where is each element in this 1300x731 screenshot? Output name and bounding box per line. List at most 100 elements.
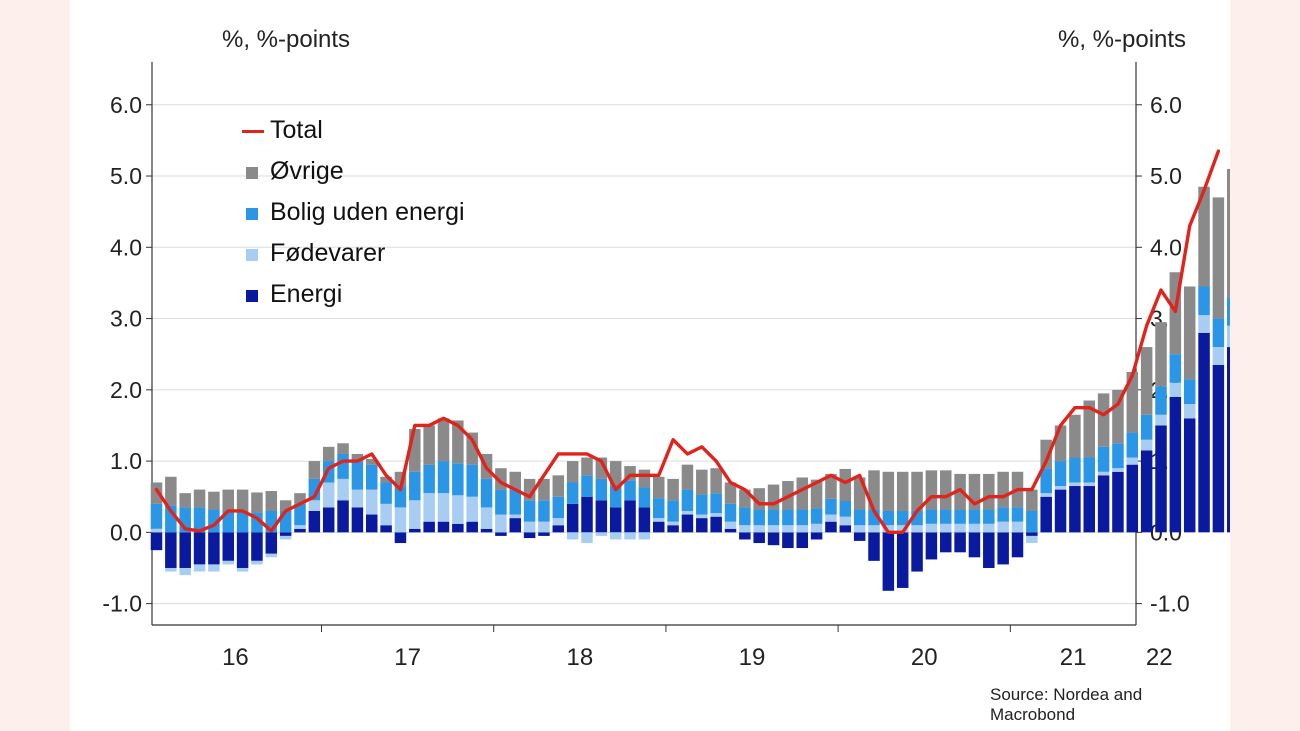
bar-f-devarer-61 — [1026, 535, 1038, 544]
bar-f-devarer-32 — [609, 532, 622, 540]
bar-energi-40 — [724, 528, 737, 533]
bar--vrige-57 — [968, 473, 981, 510]
bar-f-devarer-21 — [452, 495, 464, 524]
bar-f-devarer-1 — [165, 567, 177, 572]
legend-label-bolig: Bolig uden energi — [270, 198, 465, 226]
bar-f-devarer-60 — [1011, 521, 1024, 533]
bar--vrige-41 — [739, 489, 751, 508]
y-tick-label-left: 2.0 — [110, 377, 142, 403]
bar-energi-32 — [609, 507, 622, 533]
y-axis-unit-right: %, %-points — [1058, 26, 1187, 53]
bar-f-devarer-16 — [380, 503, 392, 526]
legend-label-fodevarer: Fødevarer — [270, 239, 386, 267]
bar-bolig-uden-energi-40 — [724, 503, 737, 522]
bar-bolig-uden-energi-26 — [523, 500, 536, 522]
bar-energi-33 — [624, 500, 636, 533]
bar-energi-47 — [825, 521, 837, 533]
bar-energi-68 — [1126, 464, 1139, 533]
bar-bolig-uden-energi-52 — [896, 510, 909, 526]
bar-energi-50 — [868, 532, 880, 561]
bar-f-devarer-15 — [366, 489, 378, 515]
bar--vrige-42 — [753, 488, 765, 510]
bar-bolig-uden-energi-48 — [839, 500, 852, 517]
bar--vrige-66 — [1097, 393, 1110, 447]
bar-bolig-uden-energi-65 — [1083, 457, 1095, 483]
bar--vrige-35 — [653, 476, 665, 499]
x-year-label: 18 — [566, 644, 593, 671]
bar-bolig-uden-energi-51 — [882, 510, 895, 526]
x-year-label: 20 — [911, 644, 938, 671]
bar-energi-37 — [681, 514, 694, 533]
chart-plot: -1.0-1.00.00.01.01.02.02.03.03.04.04.05.… — [102, 62, 1230, 671]
bar-bolig-uden-energi-13 — [337, 453, 349, 479]
bar-f-devarer-35 — [653, 518, 665, 522]
bar-f-devarer-6 — [236, 567, 249, 572]
bar-energi-43 — [767, 532, 780, 546]
bar-bolig-uden-energi-73 — [1198, 286, 1210, 315]
bar-f-devarer-55 — [940, 523, 952, 533]
bar--vrige-36 — [667, 478, 679, 501]
bar-f-devarer-53 — [911, 525, 923, 533]
bar--vrige-29 — [566, 461, 579, 483]
bar--vrige-40 — [724, 482, 737, 504]
bar-energi-48 — [839, 525, 852, 533]
legend-label-energi: Energi — [270, 280, 343, 308]
bar-f-devarer-50 — [868, 525, 880, 533]
bar-f-devarer-38 — [696, 514, 708, 519]
bar-bolig-uden-energi-66 — [1097, 446, 1110, 472]
bar-energi-46 — [810, 532, 823, 540]
bar-f-devarer-18 — [409, 500, 421, 529]
bar-energi-65 — [1083, 486, 1095, 533]
bar--vrige-53 — [911, 471, 923, 511]
legend-swatch-bolig — [246, 208, 258, 220]
bar--vrige-70 — [1155, 322, 1167, 387]
bar--vrige-49 — [853, 477, 866, 510]
bar--vrige-24 — [495, 468, 507, 490]
x-year-label: 16 — [222, 644, 249, 671]
bar--vrige-7 — [251, 492, 263, 513]
bar-f-devarer-73 — [1198, 314, 1210, 333]
bar-f-devarer-5 — [222, 560, 234, 565]
bar-f-devarer-26 — [523, 521, 536, 533]
bar-energi-60 — [1011, 532, 1024, 558]
bar-energi-61 — [1026, 532, 1038, 536]
bar-bolig-uden-energi-31 — [595, 478, 608, 501]
bar--vrige-6 — [236, 489, 249, 511]
bar-energi-27 — [538, 532, 550, 536]
bar-bolig-uden-energi-19 — [423, 464, 435, 494]
y-tick-label-left: 6.0 — [110, 92, 142, 118]
bar-f-devarer-45 — [796, 525, 808, 533]
bar--vrige-21 — [452, 420, 464, 464]
bar-bolig-uden-energi-37 — [681, 489, 694, 511]
bar-energi-25 — [509, 518, 521, 533]
bar--vrige-38 — [696, 469, 708, 495]
bar-f-devarer-37 — [681, 510, 694, 515]
bar-f-devarer-66 — [1097, 471, 1110, 476]
bar--vrige-46 — [810, 479, 823, 509]
bar-bolig-uden-energi-2 — [179, 507, 191, 533]
bar-energi-51 — [882, 532, 895, 591]
bar-f-devarer-47 — [825, 514, 837, 522]
bar-f-devarer-22 — [466, 496, 478, 522]
x-year-label: 22 — [1146, 644, 1173, 671]
bar--vrige-37 — [681, 464, 694, 490]
bar-energi-15 — [366, 514, 378, 533]
bar-energi-0 — [150, 532, 163, 551]
bar-f-devarer-74 — [1212, 347, 1225, 365]
bar-bolig-uden-energi-62 — [1040, 468, 1052, 494]
bar-f-devarer-33 — [624, 532, 636, 540]
bar-energi-59 — [997, 532, 1009, 565]
bar-bolig-uden-energi-1 — [165, 505, 177, 533]
bar--vrige-45 — [796, 477, 808, 510]
bar-bolig-uden-energi-11 — [308, 478, 321, 501]
line-total — [154, 149, 1221, 535]
bar-f-devarer-24 — [495, 514, 507, 533]
bar-f-devarer-9 — [279, 535, 292, 540]
bar--vrige-26 — [523, 478, 536, 501]
bar--vrige-31 — [595, 457, 608, 479]
bar--vrige-72 — [1183, 286, 1196, 380]
bar-bolig-uden-energi-17 — [394, 486, 407, 508]
bar-energi-70 — [1155, 425, 1167, 533]
bar-bolig-uden-energi-43 — [767, 509, 780, 526]
bar--vrige-69 — [1140, 347, 1153, 415]
